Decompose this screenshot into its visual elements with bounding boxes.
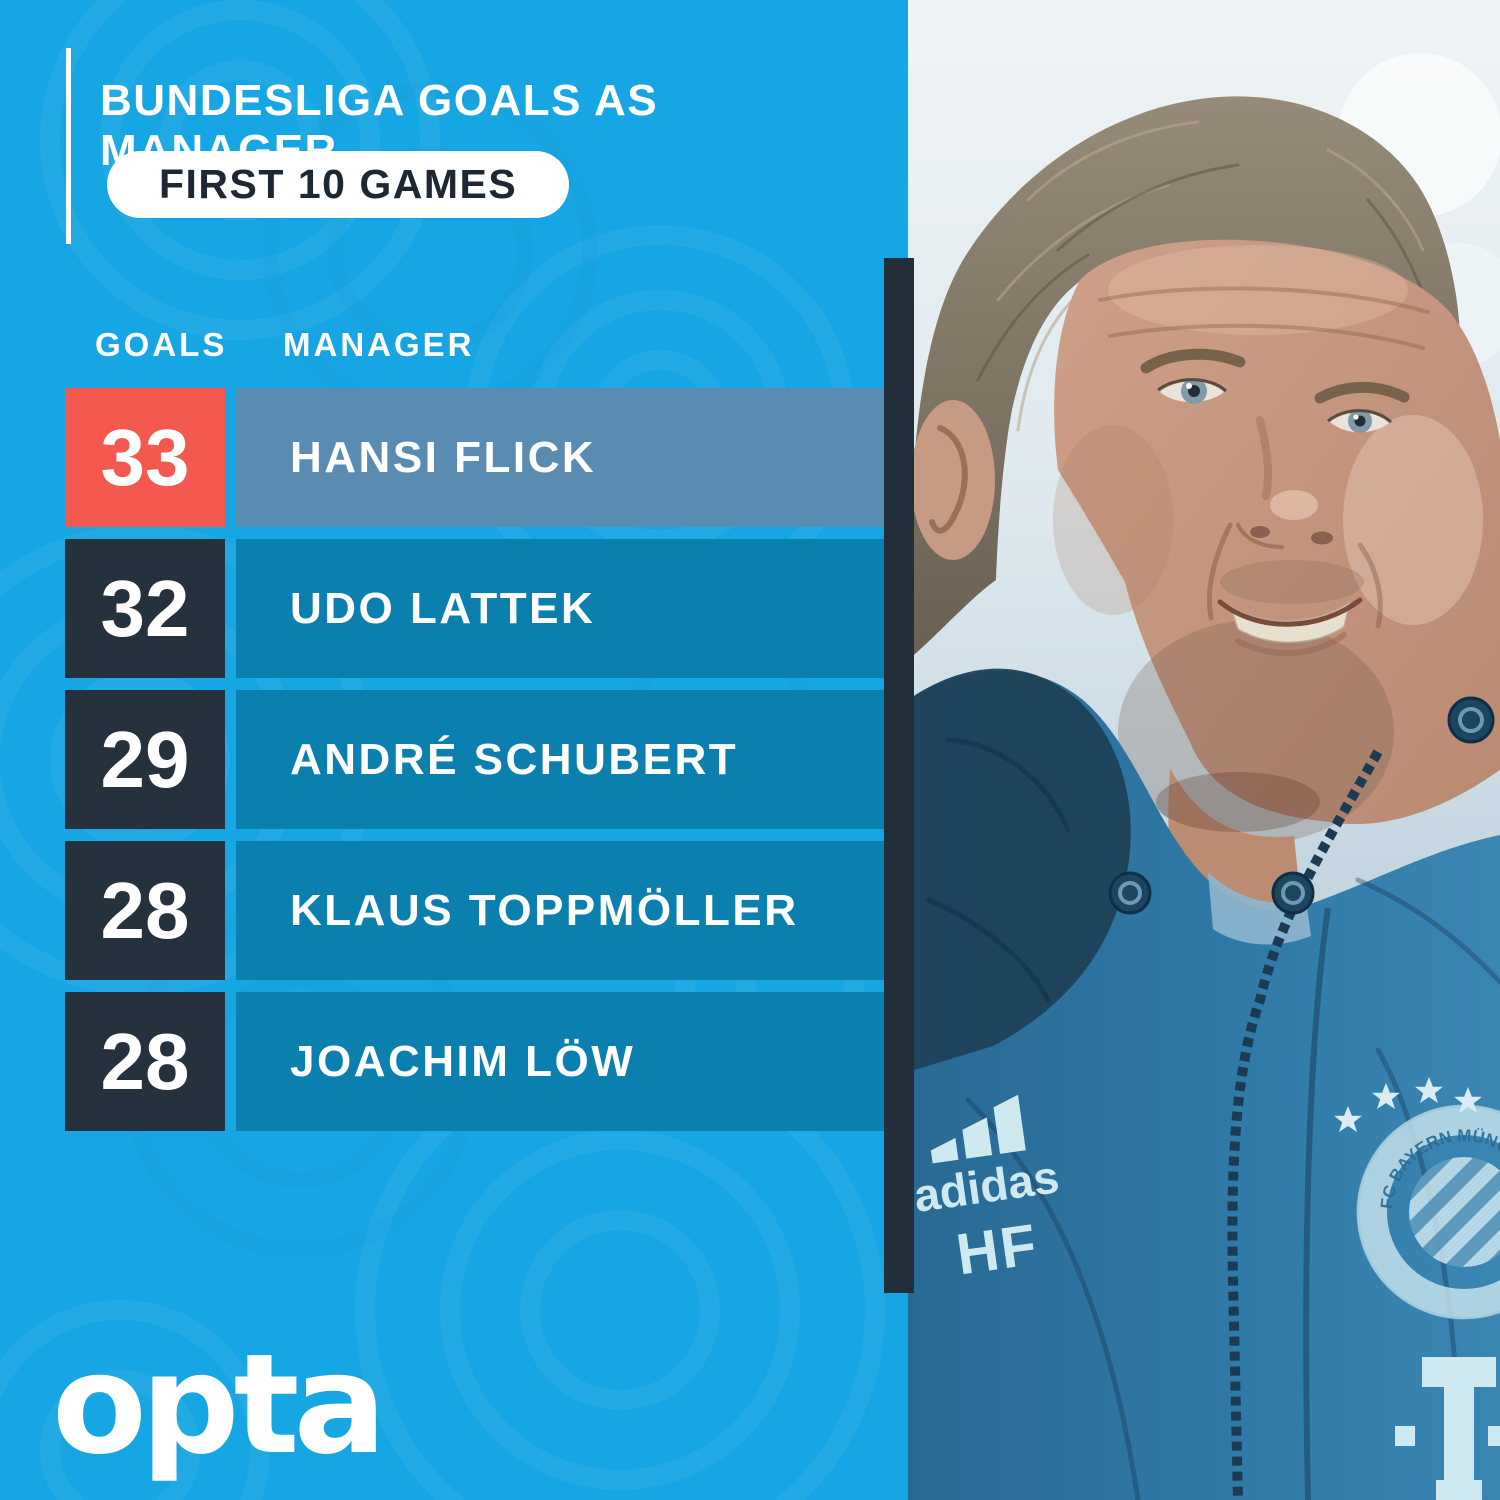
eyebrow-right (1314, 381, 1410, 404)
jacket: adidas HF (908, 668, 1500, 1500)
column-header-goals: GOALS (95, 326, 228, 363)
subtitle-pill: FIRST 10 GAMES (107, 151, 570, 218)
eye-right (1327, 409, 1393, 433)
manager-name: HANSI FLICK (236, 388, 890, 527)
goals-value: 29 (65, 690, 225, 829)
mouth (1217, 597, 1363, 657)
zipper (1227, 749, 1383, 1500)
goals-value: 33 (65, 388, 225, 527)
manager-name: JOACHIM LÖW (236, 992, 890, 1131)
manager-name: KLAUS TOPPMÖLLER (236, 841, 890, 980)
stubble (1118, 620, 1394, 844)
telekom-logo (1395, 1357, 1500, 1500)
manager-name: ANDRÉ SCHUBERT (236, 690, 890, 829)
eye-left (1157, 378, 1228, 404)
column-header-manager: MANAGER (283, 326, 475, 363)
forehead-wrinkles (1098, 286, 1430, 350)
goals-value: 28 (65, 841, 225, 980)
manager-photo: adidas HF (908, 0, 1500, 1500)
goals-value: 28 (65, 992, 225, 1131)
manager-name: UDO LATTEK (236, 539, 890, 678)
nose (1236, 416, 1333, 549)
eyebrow-left (1140, 348, 1246, 374)
photo-divider-bar (884, 258, 914, 1293)
subtitle-text: FIRST 10 GAMES (159, 161, 518, 207)
goals-value: 32 (65, 539, 225, 678)
title-accent-line (66, 48, 71, 244)
face (1053, 239, 1500, 844)
adidas-logo: adidas HF (911, 1094, 1062, 1288)
opta-logo: opta (52, 1324, 387, 1485)
manager-initials: HF (953, 1212, 1043, 1288)
hood (908, 668, 1131, 1072)
ear (911, 400, 995, 560)
snap-buttons (1108, 696, 1495, 915)
